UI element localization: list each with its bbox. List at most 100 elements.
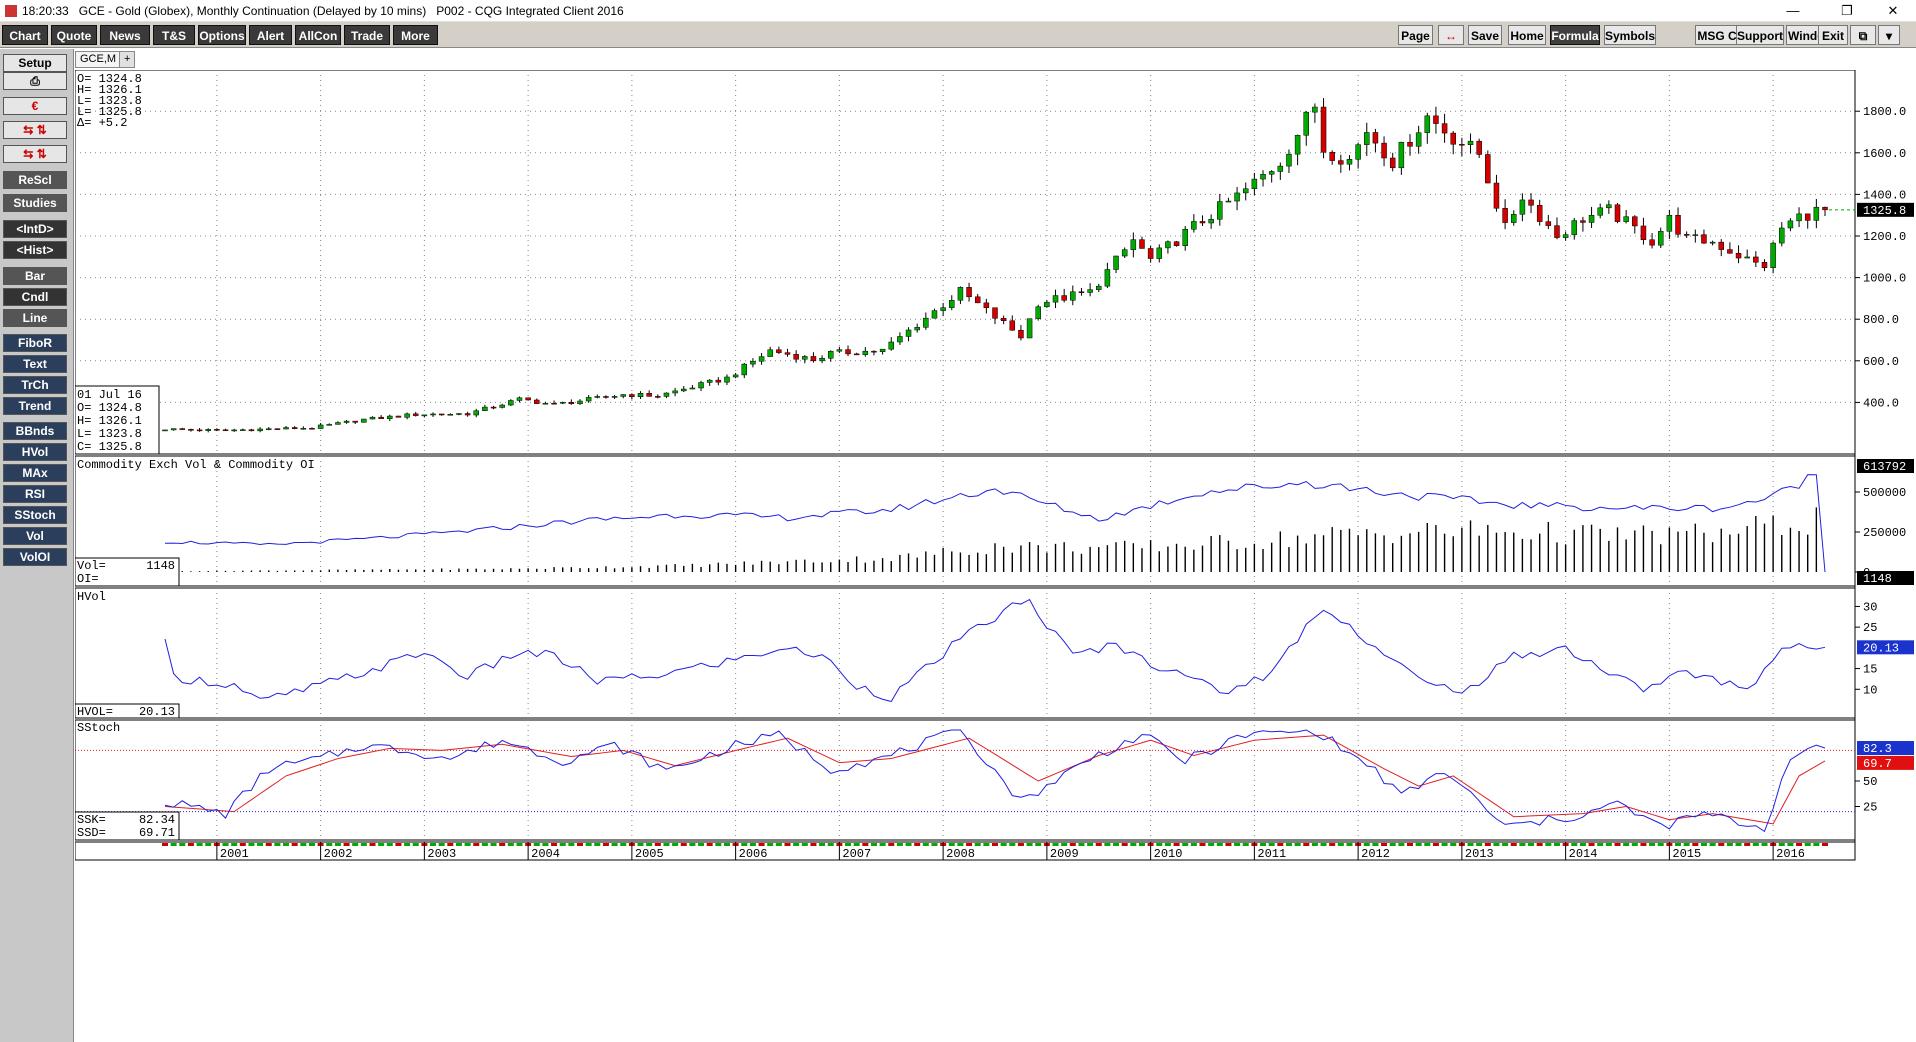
sidebar--button[interactable]: ⇆ ⇅ <box>3 121 67 139</box>
candle-body <box>179 428 186 430</box>
sidebar-vol-button[interactable]: Vol <box>3 527 67 545</box>
toolbar---button[interactable]: ⧉ <box>1850 25 1876 45</box>
candle-body <box>689 387 696 390</box>
sidebar--button[interactable]: ⇆ ⇅ <box>3 145 67 163</box>
toolbar-page-button[interactable]: Page <box>1398 25 1433 45</box>
close-button[interactable]: ✕ <box>1887 3 1899 18</box>
sidebar--button[interactable]: € <box>3 97 67 115</box>
date-axis-marker <box>1190 843 1197 846</box>
toolbar-exit-button[interactable]: Exit <box>1818 25 1848 45</box>
toolbar-allcon-button[interactable]: AllCon <box>295 25 341 45</box>
candle-body <box>335 422 341 425</box>
date-axis-marker <box>914 843 921 846</box>
price-tick-label: 1000.0 <box>1863 272 1906 286</box>
sidebar-line-button[interactable]: Line <box>3 309 67 327</box>
hvol-readout-label: HVOL= <box>77 705 113 719</box>
candle-body <box>1779 227 1785 244</box>
sidebar-hvol-button[interactable]: HVol <box>3 443 67 461</box>
volume-panel-title: Commodity Exch Vol & Commodity OI <box>77 458 315 472</box>
toolbar-more-button[interactable]: More <box>393 25 438 45</box>
candle-body <box>966 287 972 298</box>
candle-body <box>1692 234 1699 236</box>
sidebar-text-button[interactable]: Text <box>3 355 67 373</box>
date-axis-marker <box>369 843 376 846</box>
toolbar-alert-button[interactable]: Alert <box>249 25 292 45</box>
sidebar-studies-button[interactable]: Studies <box>3 194 67 212</box>
sidebar-bbnds-button[interactable]: BBnds <box>3 422 67 440</box>
date-axis-marker <box>231 843 238 846</box>
toolbar---button[interactable]: ↔ <box>1438 25 1464 45</box>
candle-body <box>1268 171 1275 175</box>
date-axis-marker <box>239 843 246 846</box>
candle-body <box>1796 213 1802 222</box>
candle-body <box>499 404 505 408</box>
toolbar-save-button[interactable]: Save <box>1468 25 1502 45</box>
volume-readout-label: Vol= <box>77 559 106 573</box>
toolbar-trade-button[interactable]: Trade <box>344 25 390 45</box>
date-axis-marker <box>499 843 506 846</box>
sstoch-panel <box>75 719 1856 841</box>
sidebar-hist-button[interactable]: <Hist> <box>3 241 67 259</box>
sidebar-trend-button[interactable]: Trend <box>3 397 67 415</box>
date-axis-marker <box>291 843 298 846</box>
date-axis-marker <box>1484 843 1491 846</box>
date-axis-marker <box>283 843 290 846</box>
left-tool-panel: Setup ⎙ € ⇆ ⇅ ⇆ ⇅ ReScl Studies <IntD> <Hist> Bar… <box>0 49 74 1042</box>
sidebar-rescl-button[interactable]: ReScl <box>3 171 67 189</box>
date-axis-marker <box>1078 843 1085 846</box>
minimize-button[interactable]: — <box>1786 3 1800 18</box>
date-axis-marker <box>1329 843 1336 846</box>
date-axis-marker <box>1268 843 1275 846</box>
candle-body <box>776 349 782 353</box>
toolbar-chart-button[interactable]: Chart <box>2 25 48 45</box>
date-axis-marker <box>1294 843 1301 846</box>
sidebar-intd-button[interactable]: <IntD> <box>3 220 67 238</box>
sidebar-trch-button[interactable]: TrCh <box>3 376 67 394</box>
candle-body <box>802 356 808 360</box>
toolbar-formula-button[interactable]: Formula <box>1550 25 1600 45</box>
toolbar-news-button[interactable]: News <box>100 25 150 45</box>
date-axis-marker <box>1536 843 1543 846</box>
add-tab-button[interactable]: + <box>119 51 136 68</box>
year-label: 2007 <box>842 847 871 861</box>
candle-body <box>1528 199 1534 206</box>
sidebar-setup-button[interactable]: Setup <box>3 54 67 72</box>
toolbar---button[interactable]: ▾ <box>1878 25 1900 45</box>
date-axis-marker <box>896 843 903 846</box>
date-axis-marker <box>585 843 592 846</box>
toolbar-home-button[interactable]: Home <box>1508 25 1546 45</box>
date-axis-marker <box>1822 843 1828 846</box>
sidebar-cndl-button[interactable]: Cndl <box>3 288 67 306</box>
candle-body <box>1675 215 1681 235</box>
restore-button[interactable]: ❐ <box>1841 3 1853 18</box>
candle-body <box>655 396 661 398</box>
sidebar-sstoch-button[interactable]: SStoch <box>3 506 67 524</box>
toolbar-options-button[interactable]: Options <box>198 25 246 45</box>
candle-body <box>482 406 488 411</box>
candle-body <box>343 420 350 423</box>
sidebar-bar-button[interactable]: Bar <box>3 267 67 285</box>
candle-body <box>369 416 376 420</box>
toolbar-support-button[interactable]: Support <box>1736 25 1784 45</box>
sidebar-rsi-button[interactable]: RSI <box>3 485 67 503</box>
chart-area[interactable]: 1800.0 1600.0 1400.0 1200.0 1000.0 800.0 600.0… <box>75 70 1916 1042</box>
tab-gce-m[interactable]: GCE,M <box>75 51 122 68</box>
sidebar-voloi-button[interactable]: VolOI <box>3 548 67 566</box>
sidebar-fibor-button[interactable]: FiboR <box>3 334 67 352</box>
candle-body <box>170 428 177 431</box>
sidebar-max-button[interactable]: MAx <box>3 464 67 482</box>
date-axis-marker <box>1571 843 1578 846</box>
price-tick-label: 1400.0 <box>1863 188 1906 202</box>
candle-body <box>1753 256 1759 263</box>
toolbar-symbols-button[interactable]: Symbols <box>1604 25 1656 45</box>
candle-body <box>629 394 635 397</box>
candle-body <box>1804 213 1811 221</box>
toolbar-t-s-button[interactable]: T&S <box>153 25 195 45</box>
volume-badge-value: 1148 <box>1863 572 1892 586</box>
toolbar-quote-button[interactable]: Quote <box>51 25 97 45</box>
date-axis-marker <box>775 843 782 846</box>
candle-body <box>1441 123 1448 134</box>
candle-body <box>1571 220 1578 235</box>
candle-body <box>352 420 358 423</box>
sidebar--button[interactable]: ⎙ <box>3 72 67 90</box>
